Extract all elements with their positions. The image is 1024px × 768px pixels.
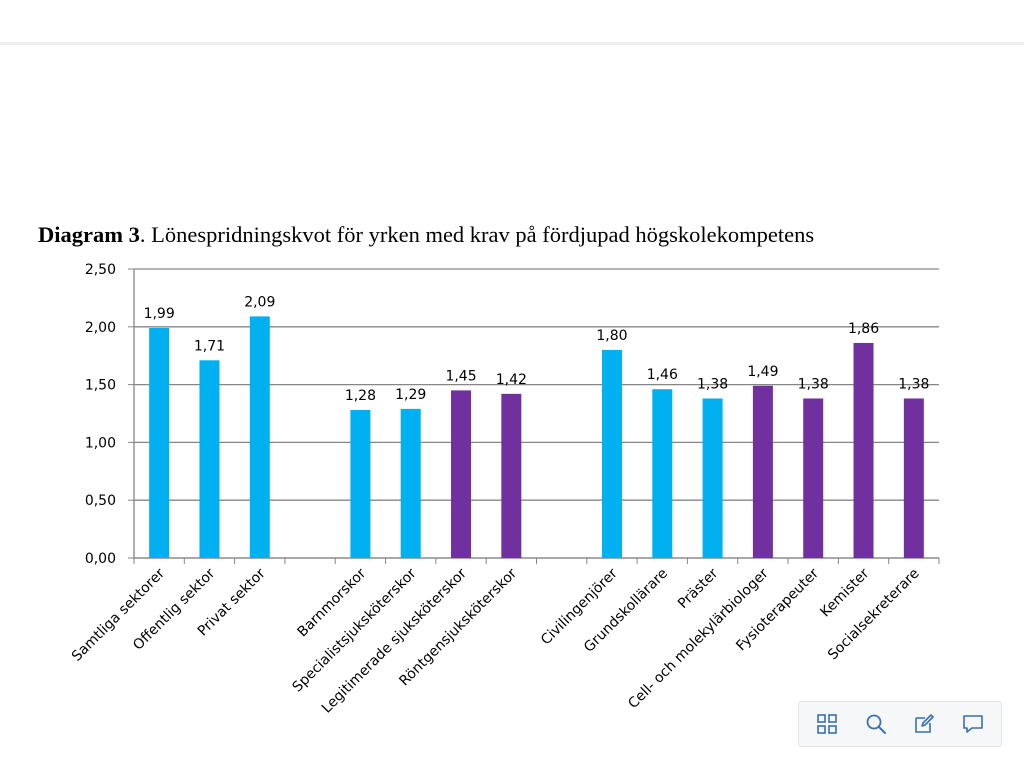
bar: [249, 316, 270, 558]
data-label: 1,28: [345, 388, 376, 404]
y-tick-label: 1,50: [85, 378, 116, 394]
data-label: 1,38: [898, 376, 929, 392]
data-label: 1,46: [647, 367, 678, 383]
y-tick-label: 1,00: [85, 435, 116, 451]
data-label: 1,38: [697, 376, 728, 392]
data-label: 2,09: [244, 294, 275, 310]
comment-button[interactable]: [955, 706, 991, 742]
caption-text: . Lönespridningskvot för yrken med krav …: [139, 222, 815, 247]
y-tick-label: 2,50: [85, 262, 116, 278]
caption-bold: Diagram 3: [38, 222, 140, 247]
y-tick-label: 2,00: [85, 320, 116, 336]
search-button[interactable]: [858, 706, 894, 742]
bar: [803, 398, 824, 558]
bar: [451, 390, 472, 558]
grid-view-button[interactable]: [809, 706, 845, 742]
bar: [702, 398, 723, 558]
comment-icon: [962, 715, 983, 733]
data-label: 1,38: [798, 376, 829, 392]
viewer-toolbar: [798, 701, 1002, 747]
data-label: 1,49: [747, 364, 778, 380]
bar: [501, 393, 522, 558]
data-label: 1,99: [144, 306, 175, 322]
bar: [149, 327, 170, 558]
edit-button[interactable]: [906, 706, 942, 742]
x-tick-label: Grundskollärare: [581, 566, 671, 656]
grid-view-icon: [817, 714, 838, 734]
bar: [652, 389, 673, 558]
search-icon: [866, 714, 886, 734]
data-label: 1,71: [194, 338, 225, 354]
data-label: 1,80: [596, 328, 627, 344]
data-label: 1,29: [395, 387, 426, 403]
x-tick-label: Socialsekreterare: [825, 566, 923, 664]
data-label: 1,45: [445, 368, 476, 384]
bar: [903, 398, 924, 558]
bar: [853, 342, 874, 558]
y-tick-label: 0,50: [85, 493, 116, 509]
bar: [400, 408, 421, 558]
data-label: 1,86: [848, 321, 879, 337]
edit-icon: [915, 714, 935, 733]
top-bar: [0, 0, 1024, 45]
bar: [601, 349, 622, 558]
bar: [199, 360, 220, 558]
data-label: 1,42: [496, 372, 527, 388]
y-tick-label: 0,00: [85, 551, 116, 567]
bar: [350, 410, 371, 558]
x-tick-label: Präster: [675, 565, 722, 612]
chart-caption: Diagram 3. Lönespridningskvot för yrken …: [38, 222, 998, 248]
x-tick-label: Samtliga sektorer: [69, 565, 168, 664]
bar: [752, 385, 773, 558]
